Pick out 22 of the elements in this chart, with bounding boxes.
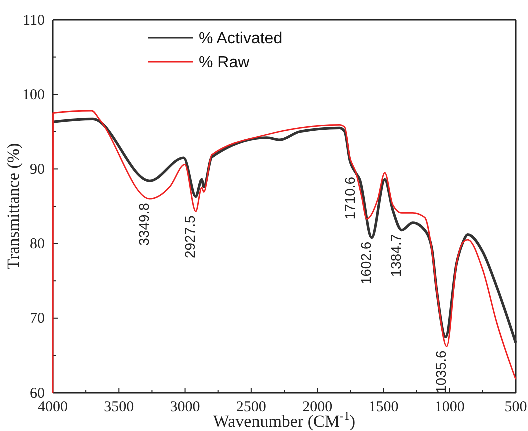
legend-label: % Activated — [199, 30, 283, 48]
y-tick-label: 80 — [30, 236, 45, 253]
y-tick-label: 90 — [30, 162, 45, 178]
x-tick-label: 3000 — [170, 400, 200, 416]
legend-label: % Raw — [199, 54, 250, 72]
x-tick-label: 1000 — [434, 400, 465, 416]
y-axis-title: Transmittance (%) — [4, 143, 23, 270]
y-tick-label: 60 — [30, 386, 45, 402]
annotation: 1710.6 — [342, 176, 358, 220]
annotation: 2927.5 — [182, 216, 198, 259]
y-tick-label: 70 — [30, 311, 45, 328]
x-tick-label: 2000 — [302, 400, 333, 416]
x-tick-label: 1500 — [368, 400, 399, 416]
x-tick-label: 500 — [504, 400, 528, 416]
x-tick-label: 4000 — [38, 400, 68, 416]
annotation: 1384.7 — [388, 234, 404, 278]
annotation: 3349.8 — [136, 202, 152, 246]
annotation: 1602.6 — [358, 242, 374, 285]
y-tick-label: 110 — [23, 12, 45, 29]
x-tick-label: 3500 — [104, 400, 134, 416]
y-tick-label: 100 — [22, 87, 45, 104]
annotation: 1035.6 — [432, 350, 449, 394]
